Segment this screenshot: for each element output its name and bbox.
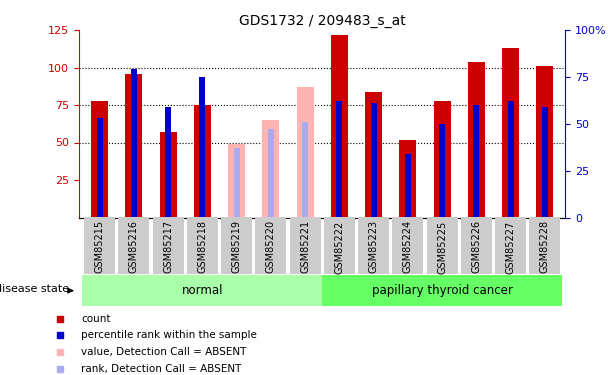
Bar bbox=[262, 120, 280, 218]
Bar bbox=[322, 275, 562, 306]
Bar bbox=[187, 217, 218, 274]
Text: count: count bbox=[81, 314, 111, 324]
Text: GSM85221: GSM85221 bbox=[300, 220, 310, 273]
Bar bbox=[255, 217, 286, 274]
Text: GSM85215: GSM85215 bbox=[95, 220, 105, 273]
Bar bbox=[194, 105, 211, 218]
Bar bbox=[125, 74, 142, 217]
Text: rank, Detection Call = ABSENT: rank, Detection Call = ABSENT bbox=[81, 364, 242, 374]
Text: GSM85225: GSM85225 bbox=[437, 220, 447, 273]
Bar bbox=[427, 217, 458, 274]
Bar bbox=[358, 217, 389, 274]
Bar bbox=[336, 101, 342, 217]
Bar bbox=[405, 154, 411, 218]
Bar bbox=[392, 217, 423, 274]
Bar bbox=[83, 275, 322, 306]
Bar bbox=[165, 107, 171, 218]
Text: normal: normal bbox=[182, 284, 223, 297]
Text: value, Detection Call = ABSENT: value, Detection Call = ABSENT bbox=[81, 347, 247, 357]
Bar bbox=[153, 217, 184, 274]
Bar bbox=[91, 100, 108, 218]
Text: GSM85222: GSM85222 bbox=[334, 220, 344, 273]
Bar bbox=[159, 132, 177, 218]
Bar bbox=[530, 217, 561, 274]
Bar bbox=[324, 217, 355, 274]
Text: GSM85217: GSM85217 bbox=[163, 220, 173, 273]
Text: GSM85219: GSM85219 bbox=[232, 220, 241, 273]
Bar bbox=[439, 124, 445, 218]
Text: GSM85218: GSM85218 bbox=[198, 220, 207, 273]
Text: percentile rank within the sample: percentile rank within the sample bbox=[81, 330, 257, 340]
Text: papillary thyroid cancer: papillary thyroid cancer bbox=[371, 284, 513, 297]
Bar bbox=[131, 69, 137, 218]
Bar bbox=[473, 105, 480, 218]
Text: GSM85224: GSM85224 bbox=[403, 220, 413, 273]
Bar bbox=[536, 66, 553, 218]
Bar bbox=[508, 101, 514, 217]
Bar bbox=[370, 103, 377, 218]
Title: GDS1732 / 209483_s_at: GDS1732 / 209483_s_at bbox=[239, 13, 406, 28]
Bar bbox=[302, 122, 308, 218]
Text: GSM85223: GSM85223 bbox=[368, 220, 379, 273]
Bar bbox=[233, 148, 240, 217]
Text: GSM85226: GSM85226 bbox=[471, 220, 482, 273]
Bar bbox=[84, 217, 115, 274]
Bar bbox=[199, 77, 206, 218]
Bar bbox=[268, 129, 274, 218]
Bar bbox=[365, 92, 382, 218]
Bar bbox=[496, 217, 526, 274]
Bar bbox=[331, 34, 348, 218]
Bar bbox=[221, 217, 252, 274]
Bar bbox=[97, 118, 103, 218]
Text: GSM85216: GSM85216 bbox=[129, 220, 139, 273]
Bar bbox=[468, 62, 485, 217]
Text: GSM85220: GSM85220 bbox=[266, 220, 276, 273]
Bar bbox=[297, 87, 314, 218]
Bar bbox=[434, 100, 451, 218]
Bar bbox=[502, 48, 519, 217]
Bar bbox=[461, 217, 492, 274]
Bar bbox=[119, 217, 149, 274]
Text: disease state: disease state bbox=[0, 284, 69, 294]
Bar bbox=[289, 217, 320, 274]
Bar bbox=[399, 140, 416, 218]
Text: GSM85228: GSM85228 bbox=[540, 220, 550, 273]
Bar bbox=[228, 144, 245, 218]
Bar bbox=[542, 107, 548, 218]
Text: GSM85227: GSM85227 bbox=[506, 220, 516, 273]
